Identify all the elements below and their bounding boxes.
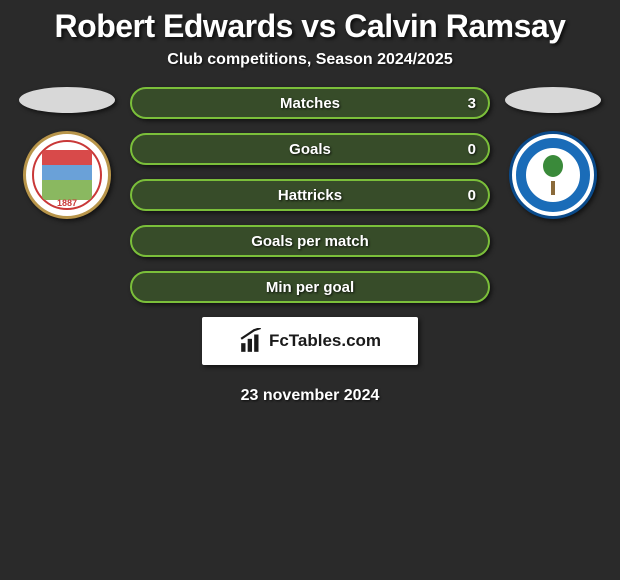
- stat-pill-hattricks: Hattricks 0: [130, 179, 490, 211]
- wigan-ring-icon: [516, 138, 590, 212]
- stat-label: Goals: [289, 141, 331, 158]
- wigan-tree-icon: [538, 155, 568, 195]
- player1-photo-placeholder: [19, 87, 115, 113]
- stat-pill-matches: Matches 3: [130, 87, 490, 119]
- left-side-column: 1887: [12, 87, 122, 219]
- right-side-column: [498, 87, 608, 219]
- stat-label: Matches: [280, 95, 340, 112]
- club-badge-barnsley: 1887: [23, 131, 111, 219]
- stat-pill-goals: Goals 0: [130, 133, 490, 165]
- logo-text: FcTables.com: [269, 331, 381, 351]
- player1-name: Robert Edwards: [55, 8, 293, 44]
- comparison-title: Robert Edwards vs Calvin Ramsay: [55, 8, 566, 45]
- stats-column: Matches 3 Goals 0 Hattricks 0 Goals per match M…: [122, 87, 498, 303]
- date-text: 23 november 2024: [241, 387, 380, 405]
- stat-value-right: 3: [468, 95, 476, 112]
- stat-value-right: 0: [468, 141, 476, 158]
- club-badge-wigan: [509, 131, 597, 219]
- stat-label: Min per goal: [266, 279, 354, 296]
- stat-label: Hattricks: [278, 187, 342, 204]
- barnsley-year: 1887: [26, 198, 108, 208]
- source-logo: FcTables.com: [202, 317, 418, 365]
- stat-pill-min-per-goal: Min per goal: [130, 271, 490, 303]
- subtitle: Club competitions, Season 2024/2025: [167, 51, 452, 69]
- barnsley-crest-icon: [42, 150, 92, 200]
- stat-label: Goals per match: [251, 233, 369, 250]
- vs-text: vs: [301, 8, 336, 44]
- stat-pill-goals-per-match: Goals per match: [130, 225, 490, 257]
- chart-icon: [239, 328, 265, 354]
- player2-name: Calvin Ramsay: [344, 8, 565, 44]
- main-row: 1887 Matches 3 Goals 0 Hattricks 0 Goals per m…: [0, 87, 620, 303]
- infographic-container: Robert Edwards vs Calvin Ramsay Club com…: [0, 0, 620, 580]
- stat-value-right: 0: [468, 187, 476, 204]
- player2-photo-placeholder: [505, 87, 601, 113]
